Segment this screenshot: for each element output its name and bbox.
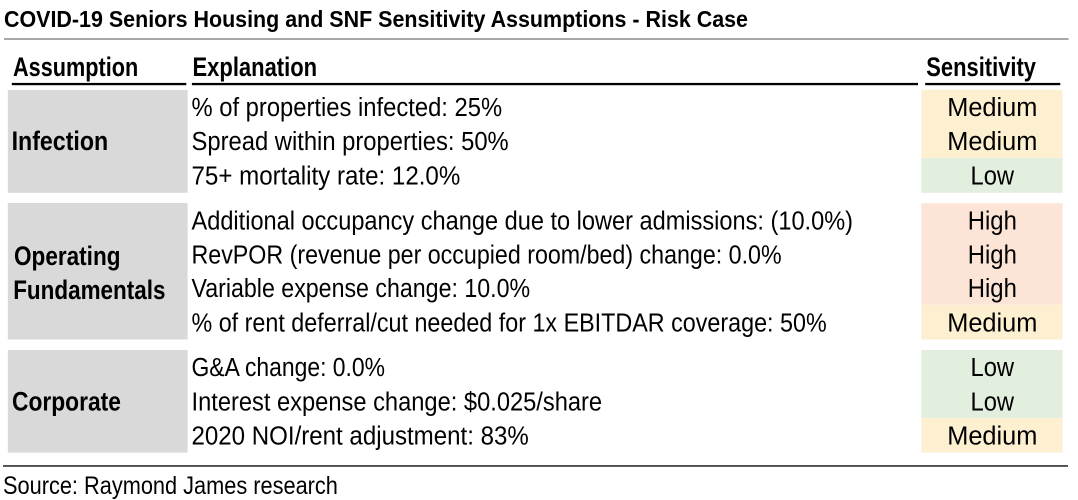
svg-text:% of rent deferral/cut needed: % of rent deferral/cut needed for 1x EBI… bbox=[192, 307, 827, 337]
svg-text:Additional occupancy change du: Additional occupancy change due to lower… bbox=[192, 205, 854, 235]
svg-text:COVID-19 Seniors Housing and S: COVID-19 Seniors Housing and SNF Sensiti… bbox=[4, 6, 748, 32]
svg-text:Source: Raymond James research: Source: Raymond James research bbox=[3, 472, 338, 500]
svg-text:% of properties infected: 25%: % of properties infected: 25% bbox=[192, 92, 503, 122]
svg-text:Medium: Medium bbox=[947, 307, 1037, 337]
svg-text:Infection: Infection bbox=[12, 126, 109, 156]
svg-text:Low: Low bbox=[971, 161, 1016, 191]
svg-text:Low: Low bbox=[971, 352, 1016, 382]
svg-text:Variable expense change: 10.0%: Variable expense change: 10.0% bbox=[192, 273, 531, 303]
svg-text:Fundamentals: Fundamentals bbox=[13, 275, 165, 305]
svg-text:Sensitivity: Sensitivity bbox=[926, 52, 1036, 82]
svg-text:RevPOR (revenue per occupied r: RevPOR (revenue per occupied room/bed) c… bbox=[192, 239, 782, 269]
svg-text:High: High bbox=[968, 273, 1017, 303]
svg-text:75+ mortality rate: 12.0%: 75+ mortality rate: 12.0% bbox=[192, 161, 461, 191]
svg-text:Assumption: Assumption bbox=[13, 52, 138, 82]
svg-text:Medium: Medium bbox=[947, 92, 1037, 122]
svg-text:Low: Low bbox=[971, 386, 1016, 416]
svg-text:High: High bbox=[968, 205, 1017, 235]
svg-text:Operating: Operating bbox=[14, 241, 121, 271]
svg-text:High: High bbox=[968, 239, 1017, 269]
svg-text:2020 NOI/rent adjustment: 83%: 2020 NOI/rent adjustment: 83% bbox=[192, 421, 529, 451]
svg-text:Spread within properties: 50%: Spread within properties: 50% bbox=[192, 126, 509, 156]
svg-text:G&A change: 0.0%: G&A change: 0.0% bbox=[192, 352, 386, 382]
svg-text:Explanation: Explanation bbox=[193, 52, 318, 82]
svg-text:Interest expense change: $0.02: Interest expense change: $0.025/share bbox=[192, 386, 603, 416]
svg-text:Medium: Medium bbox=[947, 126, 1037, 156]
svg-text:Medium: Medium bbox=[947, 421, 1037, 451]
svg-text:Corporate: Corporate bbox=[12, 386, 121, 416]
